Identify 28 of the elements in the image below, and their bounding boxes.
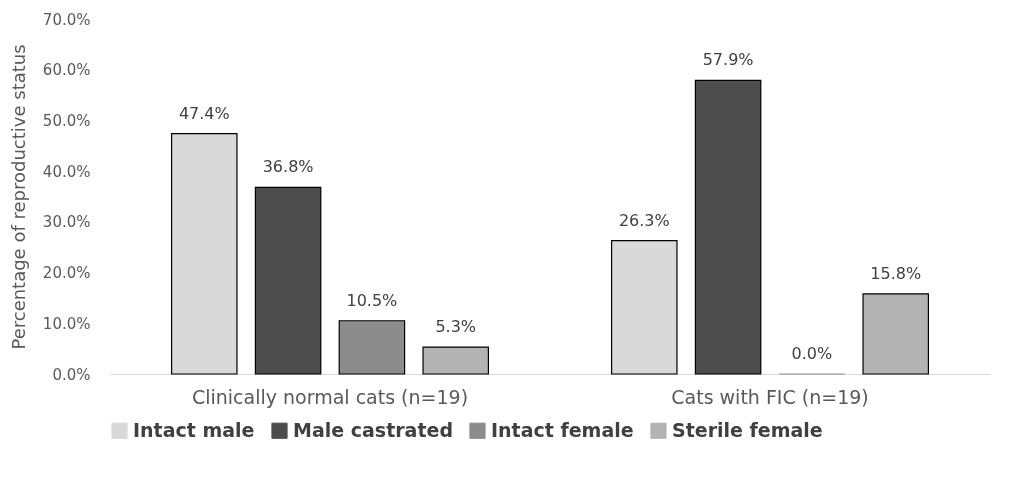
legend-label: Male castrated <box>293 418 453 441</box>
bar <box>422 346 489 375</box>
data-label: 5.3% <box>435 317 477 337</box>
data-label: 47.4% <box>178 103 230 123</box>
data-label: 10.5% <box>346 290 398 310</box>
y-tick-label: 20.0% <box>42 264 91 283</box>
legend-label: Intact male <box>133 418 255 441</box>
data-label: 0.0% <box>791 344 833 363</box>
y-tick-label: 30.0% <box>42 213 91 232</box>
y-tick-label: 10.0% <box>42 314 91 333</box>
bar <box>254 186 322 375</box>
y-tick-label: 50.0% <box>42 111 91 130</box>
bar <box>694 79 762 375</box>
y-tick-label: 0.0% <box>52 365 91 384</box>
y-tick-label: 60.0% <box>42 61 91 80</box>
data-label: 26.3% <box>618 210 670 230</box>
data-label: 57.9% <box>702 50 754 70</box>
y-tick-label: 40.0% <box>42 162 91 181</box>
bar <box>338 320 406 375</box>
y-axis-title: Percentage of reproductive status <box>7 44 29 350</box>
legend-label: Sterile female <box>672 418 823 441</box>
data-label: 36.8% <box>262 157 314 177</box>
y-tick-label: 70.0% <box>42 10 91 29</box>
legend-label: Intact female <box>491 418 634 441</box>
x-tick-label: Clinically normal cats (n=19) <box>191 385 469 408</box>
bar <box>862 293 929 375</box>
x-tick-label: Cats with FIC (n=19) <box>671 385 869 408</box>
data-label: 15.8% <box>870 263 922 283</box>
